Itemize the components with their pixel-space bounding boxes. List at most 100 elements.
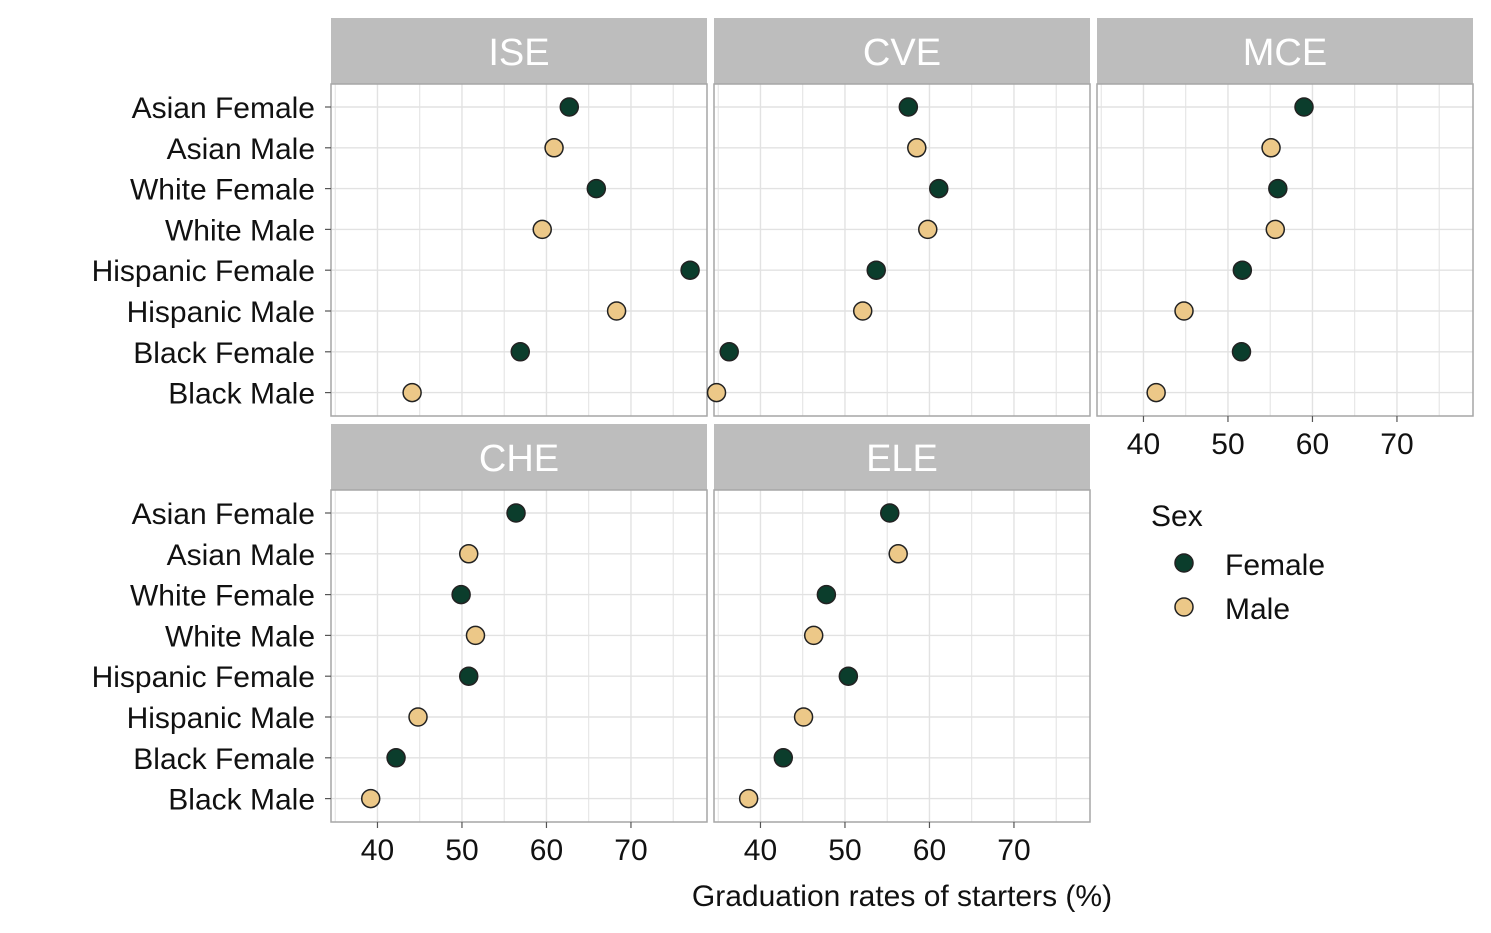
- panel-background: [714, 490, 1090, 822]
- x-tick-label: 50: [1211, 428, 1244, 461]
- x-tick-label: 50: [828, 834, 861, 867]
- point-ise-black-female: [510, 342, 531, 362]
- panel-background: [1097, 84, 1473, 416]
- y-tick-label: Hispanic Female: [92, 255, 315, 288]
- facet-che: CHE Asian Female Asian Male White Female Whi…: [92, 424, 708, 823]
- point-mce-black-male: [1146, 382, 1166, 403]
- point-cve-black-male: [706, 382, 727, 403]
- y-tick-label: White Male: [165, 214, 315, 247]
- point-ele-hispanic-male: [793, 707, 814, 727]
- y-tick-label: Black Male: [168, 784, 315, 817]
- panel-background: [714, 84, 1090, 416]
- x-tick-label: 60: [913, 834, 946, 867]
- point-ise-asian-female: [559, 97, 580, 117]
- y-tick-label: Asian Male: [167, 539, 315, 572]
- point-cve-white-male: [918, 219, 938, 240]
- legend-male-label: Male: [1225, 593, 1290, 626]
- facet-mce: MCE: [1096, 18, 1474, 417]
- point-ele-white-female: [816, 584, 837, 605]
- point-mce-hispanic-male: [1174, 301, 1194, 321]
- point-ise-black-male: [402, 382, 422, 403]
- panel-border: [330, 489, 708, 823]
- point-cve-hispanic-female: [866, 260, 886, 280]
- x-tick-label: 70: [1380, 428, 1413, 461]
- point-ele-asian-male: [888, 544, 908, 564]
- panel-border: [713, 489, 1091, 823]
- legend-title: Sex: [1151, 500, 1203, 533]
- legend: Sex Female Male: [1151, 500, 1325, 626]
- x-axis-title: Graduation rates of starters (%): [692, 880, 1112, 913]
- point-ele-black-male: [738, 788, 759, 809]
- facet-label: CHE: [479, 438, 559, 480]
- x-tick-label: 60: [530, 834, 563, 867]
- point-che-asian-male: [458, 544, 479, 564]
- panel-border: [330, 83, 708, 417]
- point-che-white-female: [451, 584, 471, 605]
- point-mce-white-female: [1268, 178, 1288, 199]
- point-ele-asian-female: [879, 503, 900, 523]
- point-ele-black-female: [773, 748, 794, 768]
- point-mce-hispanic-female: [1232, 260, 1253, 280]
- facet-strip: [714, 18, 1090, 84]
- point-cve-hispanic-male: [852, 301, 873, 321]
- legend-female-marker: [1174, 553, 1194, 573]
- y-tick-label: Black Male: [168, 378, 315, 411]
- facet-strip: [331, 18, 707, 84]
- point-ele-hispanic-female: [838, 666, 859, 686]
- y-tick-label: Hispanic Female: [92, 661, 315, 694]
- facet-panels: ISE Asian Female Asian Male White Female Whi…: [92, 18, 1474, 823]
- x-tick-label: 40: [744, 834, 777, 867]
- point-ele-white-male: [803, 625, 824, 646]
- x-tick-label: 60: [1296, 428, 1329, 461]
- point-che-black-male: [360, 788, 381, 809]
- panel-background: [331, 490, 707, 822]
- point-che-white-male: [465, 625, 486, 646]
- facet-label: ISE: [488, 32, 549, 74]
- x-tick-label: 70: [614, 834, 647, 867]
- panel-border: [713, 83, 1091, 417]
- facet-label: MCE: [1243, 32, 1327, 74]
- y-tick-label: Asian Female: [132, 92, 315, 125]
- point-mce-black-female: [1231, 342, 1252, 362]
- point-ise-white-male: [532, 219, 552, 240]
- point-mce-asian-male: [1261, 138, 1281, 158]
- point-ise-asian-male: [544, 138, 564, 158]
- facet-cve: CVE: [706, 18, 1091, 417]
- y-tick-label: Asian Male: [167, 133, 315, 166]
- point-mce-white-male: [1265, 219, 1286, 240]
- panel-background: [331, 84, 707, 416]
- point-che-hispanic-male: [408, 707, 428, 727]
- panel-border: [1096, 83, 1474, 417]
- point-ise-white-female: [586, 178, 607, 199]
- point-che-asian-female: [506, 503, 526, 523]
- legend-male-marker: [1174, 597, 1194, 617]
- y-tick-label: Black Female: [133, 743, 315, 776]
- facet-strip: [331, 424, 707, 490]
- point-cve-asian-male: [907, 138, 927, 158]
- facet-ele: ELE: [713, 424, 1091, 823]
- facet-label: ELE: [866, 438, 938, 480]
- y-tick-label: Hispanic Male: [127, 296, 315, 329]
- y-tick-label: Hispanic Male: [127, 702, 315, 735]
- point-che-hispanic-female: [458, 666, 479, 686]
- y-tick-label: Black Female: [133, 337, 315, 370]
- x-tick-label: 40: [1127, 428, 1160, 461]
- point-che-black-female: [386, 748, 406, 768]
- point-cve-white-female: [929, 178, 949, 199]
- x-tick-label: 50: [445, 834, 478, 867]
- point-cve-asian-female: [898, 97, 919, 117]
- x-axes: 40 50 60 70 40 50 60 70 40 50 60 70: [361, 416, 1414, 867]
- y-tick-label: Asian Female: [132, 498, 315, 531]
- point-ise-hispanic-male: [606, 301, 627, 321]
- x-tick-label: 40: [361, 834, 394, 867]
- point-ise-hispanic-female: [680, 260, 700, 280]
- point-cve-black-female: [719, 342, 739, 362]
- y-tick-label: White Female: [130, 174, 315, 207]
- facet-strip: [1097, 18, 1473, 84]
- x-tick-label: 70: [997, 834, 1030, 867]
- facet-ise: ISE Asian Female Asian Male White Female Whi…: [92, 18, 708, 417]
- legend-female-label: Female: [1225, 549, 1325, 582]
- facet-strip: [714, 424, 1090, 490]
- y-tick-label: White Male: [165, 620, 315, 653]
